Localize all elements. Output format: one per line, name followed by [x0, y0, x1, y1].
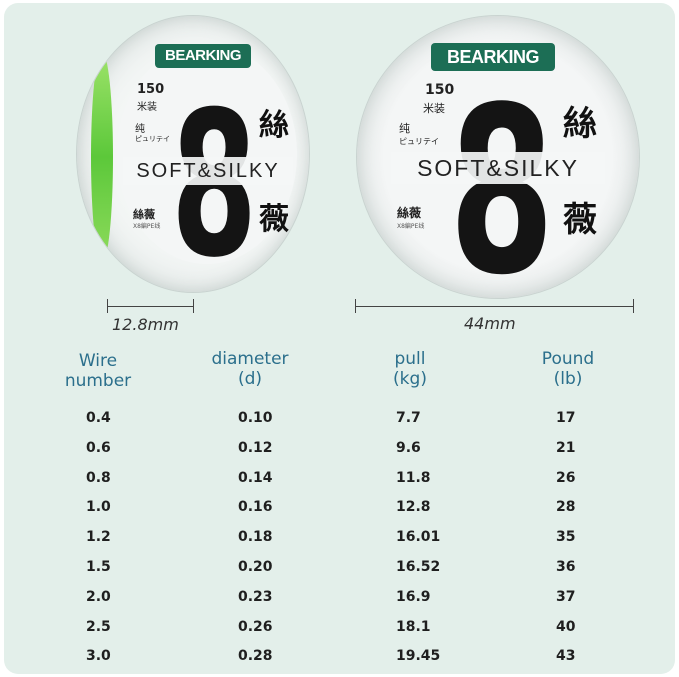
pound-cell: 17: [556, 410, 576, 426]
diameter-cell: 0.20: [238, 559, 273, 575]
length-value: 150: [425, 82, 455, 98]
header-wire-number: Wire number: [64, 351, 132, 391]
diameter-cell: 0.18: [238, 529, 273, 545]
pound-cell: 35: [556, 529, 576, 545]
wire-number-cell: 2.0: [86, 589, 111, 605]
diameter-cell: 0.14: [238, 470, 273, 486]
kanji-top: 絲: [563, 104, 597, 144]
wire-number-cell: 1.5: [86, 559, 111, 575]
pull-cell: 16.9: [396, 589, 431, 605]
big-digit-8: 8: [449, 78, 555, 299]
wire-number-cell: 2.5: [86, 619, 111, 635]
brand-logo: BEARKING: [431, 43, 555, 71]
pull-cell: 11.8: [396, 470, 431, 486]
header-pull: pull (kg): [393, 349, 427, 389]
length-unit: 米装: [423, 102, 445, 115]
wire-number-cell: 0.8: [86, 470, 111, 486]
pound-cell: 40: [556, 619, 576, 635]
diameter-cell: 0.26: [238, 619, 273, 635]
pull-cell: 9.6: [396, 440, 421, 456]
small-kanji: 絲薇: [133, 208, 155, 221]
pound-cell: 26: [556, 470, 576, 486]
small-sub: X8編PE线: [397, 223, 425, 230]
diameter-cell: 0.28: [238, 648, 273, 664]
pull-cell: 16.01: [396, 529, 441, 545]
kanji-bottom: 薇: [259, 202, 289, 237]
wire-number-cell: 1.2: [86, 529, 111, 545]
pound-cell: 43: [556, 648, 576, 664]
diameter-cell: 0.12: [238, 440, 273, 456]
tagline: SOFT&SILKY: [123, 157, 293, 185]
product-card: BEARKING 150 米装 纯 ピュリテイ 8 SOFT&SILKY 絲 薇…: [4, 3, 675, 674]
spool-front-view: BEARKING 150 米装 纯 ピュリテイ 8 SOFT&SILKY 絲 薇…: [356, 15, 640, 299]
pound-cell: 36: [556, 559, 576, 575]
diameter-cell: 0.23: [238, 589, 273, 605]
diameter-dimension-line: [355, 306, 633, 307]
kanji-top: 絲: [259, 108, 289, 143]
width-tick-right: [193, 299, 194, 313]
diameter-label: 44mm: [464, 314, 516, 333]
pull-cell: 18.1: [396, 619, 431, 635]
wire-number-cell: 0.6: [86, 440, 111, 456]
small-kanji: 絲薇: [397, 206, 422, 220]
wire-number-cell: 1.0: [86, 499, 111, 515]
length-value: 150: [137, 82, 165, 97]
pure-label: 纯: [399, 122, 410, 135]
diameter-cell: 0.16: [238, 499, 273, 515]
diameter-cell: 0.10: [238, 410, 273, 426]
brand-logo: BEARKING: [155, 44, 251, 68]
header-pound: Pound (lb): [541, 349, 595, 389]
pound-cell: 21: [556, 440, 576, 456]
wire-number-cell: 0.4: [86, 410, 111, 426]
spool-label: [117, 44, 297, 264]
length-unit: 米装: [137, 102, 157, 113]
width-dimension-line: [107, 306, 193, 307]
small-sub: X8編PE线: [133, 223, 161, 230]
big-digit-8: 8: [171, 86, 257, 286]
tagline: SOFT&SILKY: [391, 152, 605, 184]
diameter-tick-right: [633, 299, 634, 313]
purity-jp: ピュリテイ: [399, 137, 439, 146]
green-fishing-line: [91, 52, 113, 262]
pound-cell: 28: [556, 499, 576, 515]
spool-side-view: BEARKING 150 米装 纯 ピュリテイ 8 SOFT&SILKY 絲 薇…: [76, 15, 310, 293]
pull-cell: 7.7: [396, 410, 421, 426]
wire-number-cell: 3.0: [86, 648, 111, 664]
pure-label: 纯: [135, 124, 145, 135]
kanji-bottom: 薇: [563, 200, 597, 240]
pull-cell: 19.45: [396, 648, 441, 664]
pull-cell: 16.52: [396, 559, 441, 575]
pull-cell: 12.8: [396, 499, 431, 515]
pound-cell: 37: [556, 589, 576, 605]
header-diameter: diameter (d): [211, 349, 289, 389]
width-label: 12.8mm: [112, 315, 179, 334]
purity-jp: ピュリテイ: [135, 135, 170, 143]
